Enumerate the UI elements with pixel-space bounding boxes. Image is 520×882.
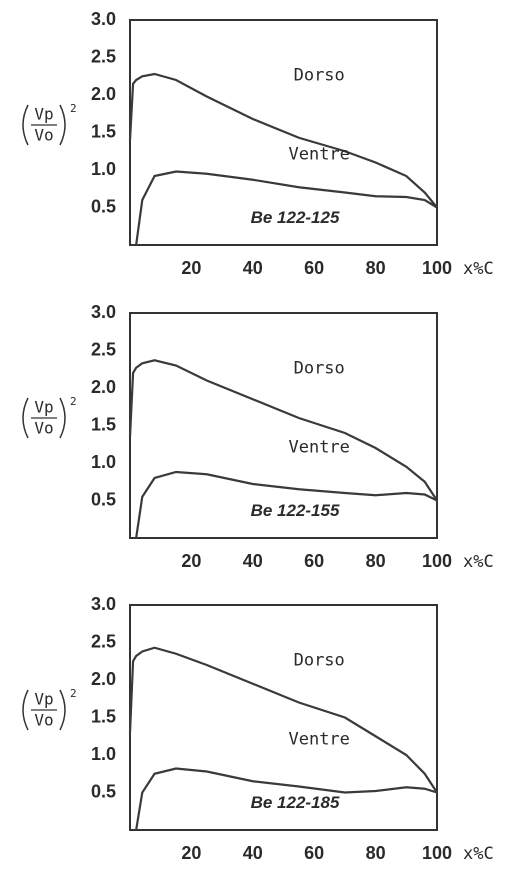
y-label-numerator: Vp xyxy=(34,105,53,124)
y-tick-label: 0.5 xyxy=(91,489,116,509)
series-line xyxy=(135,767,438,831)
paren xyxy=(59,397,66,439)
x-tick-label: 100 xyxy=(422,551,452,571)
x-tick-label: 80 xyxy=(366,258,386,278)
y-tick-label: 0.5 xyxy=(91,196,116,216)
x-tick-label: 20 xyxy=(181,258,201,278)
annotation: Be 122-185 xyxy=(251,793,340,812)
y-label-exponent: 2 xyxy=(70,395,77,408)
y-tick-label: 2.0 xyxy=(91,669,116,689)
y-tick-label: 1.0 xyxy=(91,452,116,472)
series-line xyxy=(135,170,438,246)
y-tick-label: 2.0 xyxy=(91,377,116,397)
series-line xyxy=(128,359,438,502)
y-label-numerator: Vp xyxy=(34,398,53,417)
y-tick-label: 1.5 xyxy=(91,121,116,141)
y-tick-label: 1.0 xyxy=(91,159,116,179)
annotation: Be 122-125 xyxy=(251,208,340,227)
chart-panel: 0.5 1.0 1.5 2.0 2.5 3.0 20 40 60 80 100 x%C Vp Vo 2 Be … xyxy=(22,594,494,864)
y-tick-label: 3.0 xyxy=(91,9,116,29)
y-label-denominator: Vo xyxy=(34,419,53,438)
series-line xyxy=(135,470,438,539)
x-axis-label: x%C xyxy=(463,259,494,279)
y-tick-label: 2.5 xyxy=(91,339,116,359)
series-label: Ventre xyxy=(288,145,349,165)
x-tick-label: 40 xyxy=(243,551,263,571)
annotation: Be 122-155 xyxy=(251,501,340,520)
x-tick-label: 80 xyxy=(366,551,386,571)
paren xyxy=(22,397,29,439)
paren xyxy=(59,689,66,731)
x-tick-label: 60 xyxy=(304,258,324,278)
x-tick-label: 80 xyxy=(366,843,386,863)
paren xyxy=(59,104,66,146)
chart-panel: 0.5 1.0 1.5 2.0 2.5 3.0 20 40 60 80 100 x%C Vp Vo 2 Be … xyxy=(22,302,494,572)
y-label-denominator: Vo xyxy=(34,711,53,730)
x-tick-label: 100 xyxy=(422,843,452,863)
y-tick-label: 0.5 xyxy=(91,781,116,801)
x-tick-label: 60 xyxy=(304,551,324,571)
x-tick-label: 40 xyxy=(243,843,263,863)
y-tick-label: 3.0 xyxy=(91,302,116,322)
x-axis-label: x%C xyxy=(463,844,494,864)
y-tick-label: 1.0 xyxy=(91,744,116,764)
y-tick-label: 3.0 xyxy=(91,594,116,614)
y-label-exponent: 2 xyxy=(70,102,77,115)
series-label: Dorso xyxy=(294,359,345,379)
series-line xyxy=(128,646,438,794)
y-label-exponent: 2 xyxy=(70,687,77,700)
y-label-numerator: Vp xyxy=(34,690,53,709)
series-label: Ventre xyxy=(288,438,349,458)
y-tick-label: 2.0 xyxy=(91,84,116,104)
y-tick-label: 2.5 xyxy=(91,631,116,651)
y-label-denominator: Vo xyxy=(34,126,53,145)
series-line xyxy=(128,72,438,209)
paren xyxy=(22,689,29,731)
series-label: Dorso xyxy=(294,651,345,671)
x-tick-label: 40 xyxy=(243,258,263,278)
paren xyxy=(22,104,29,146)
x-tick-label: 60 xyxy=(304,843,324,863)
x-axis-label: x%C xyxy=(463,552,494,572)
x-tick-label: 100 xyxy=(422,258,452,278)
chart-panel: 0.5 1.0 1.5 2.0 2.5 3.0 20 40 60 80 100 x%C Vp Vo 2 Be … xyxy=(22,9,494,279)
y-tick-label: 2.5 xyxy=(91,46,116,66)
series-label: Ventre xyxy=(288,730,349,750)
y-tick-label: 1.5 xyxy=(91,706,116,726)
y-tick-label: 1.5 xyxy=(91,414,116,434)
x-tick-label: 20 xyxy=(181,843,201,863)
series-label: Dorso xyxy=(294,66,345,86)
x-tick-label: 20 xyxy=(181,551,201,571)
